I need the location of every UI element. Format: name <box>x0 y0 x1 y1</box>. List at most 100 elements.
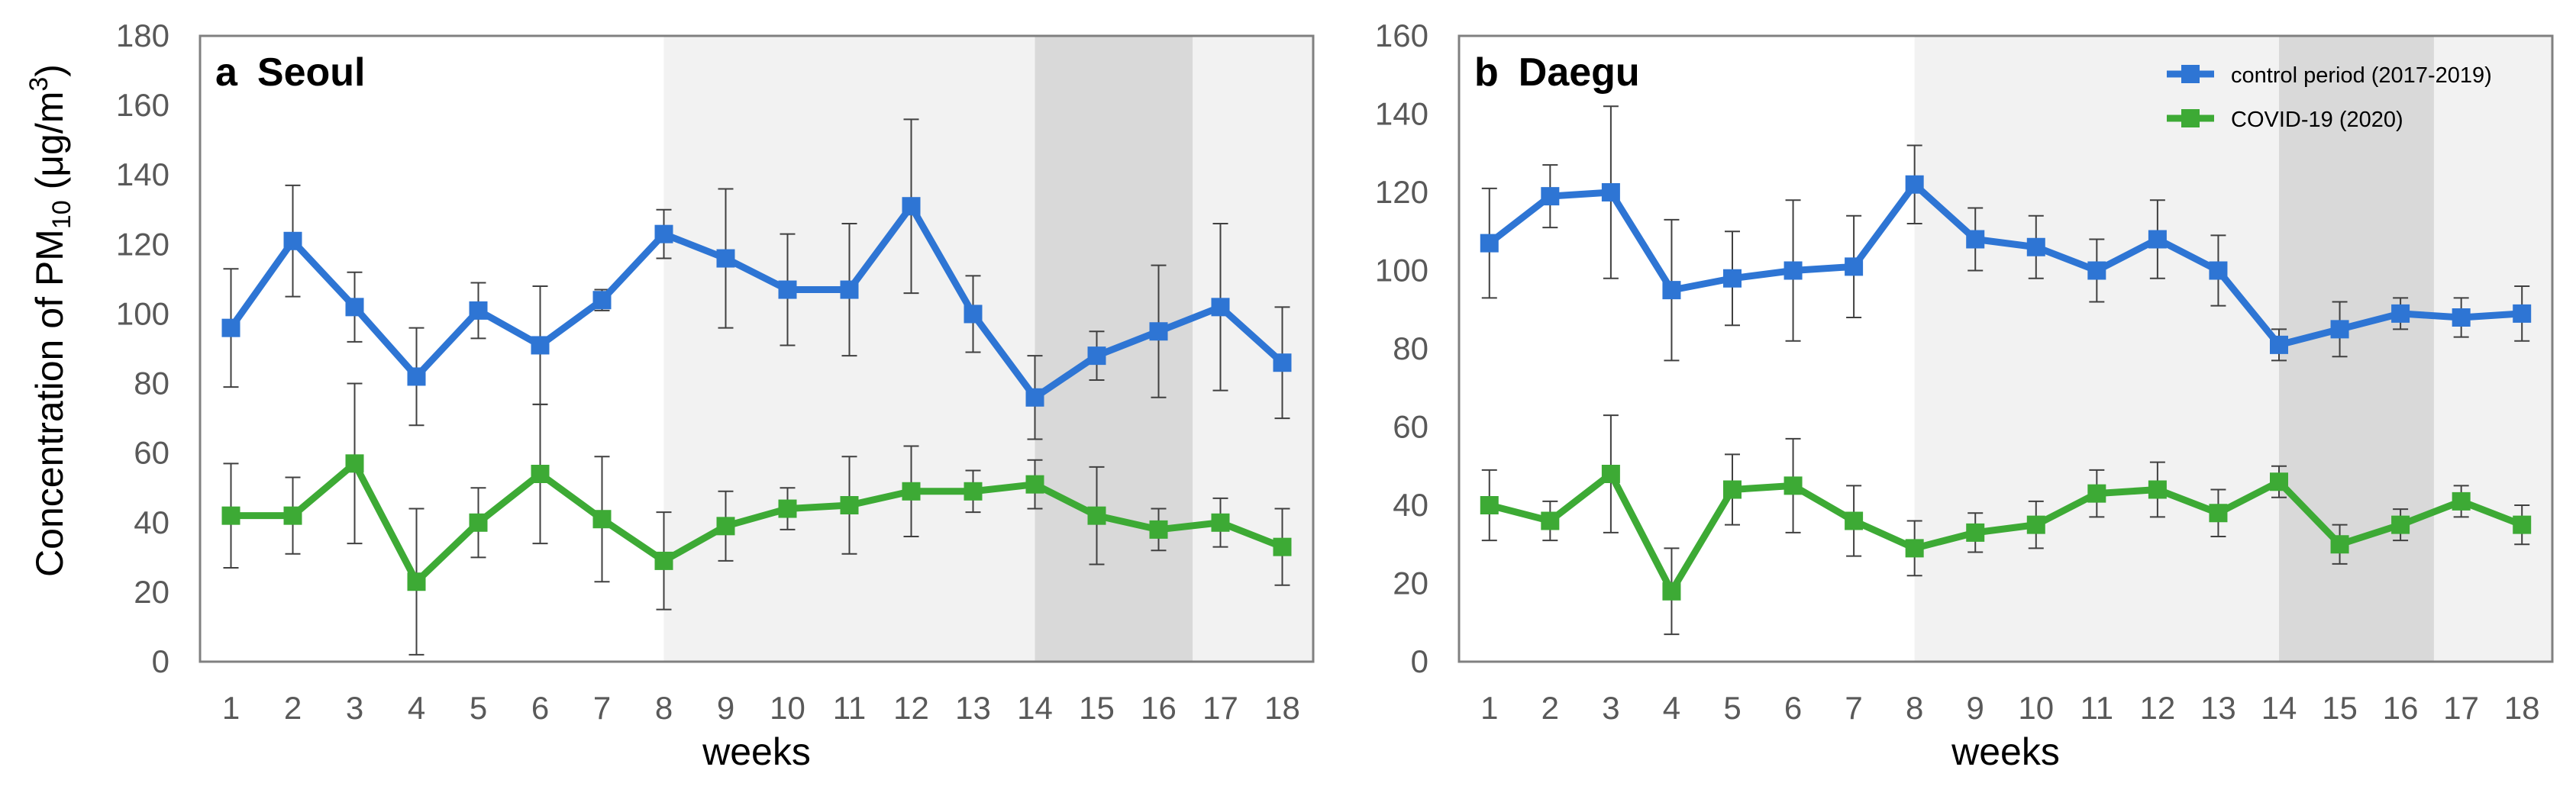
shade-region-light <box>1914 36 2552 662</box>
y-tick-label: 60 <box>134 435 169 471</box>
data-point <box>2452 491 2471 511</box>
x-tick-label: 7 <box>1845 690 1862 726</box>
data-point <box>716 249 735 268</box>
y-axis-title-mid: (μg/m <box>28 92 71 201</box>
y-tick-label: 20 <box>134 574 169 610</box>
data-point <box>2452 308 2471 327</box>
x-tick-label: 9 <box>1967 690 1984 726</box>
x-tick-label: 8 <box>655 690 673 726</box>
panel-label: b Daegu <box>1474 50 1640 95</box>
data-point <box>1784 476 1803 495</box>
data-point <box>964 482 983 501</box>
data-point <box>592 510 612 529</box>
x-tick-label: 8 <box>1906 690 1923 726</box>
data-point <box>531 336 550 355</box>
y-tick-label: 120 <box>1375 174 1428 210</box>
x-tick-label: 3 <box>1602 690 1619 726</box>
data-point <box>2148 480 2167 499</box>
x-tick-label: 5 <box>470 690 487 726</box>
x-tick-label: 11 <box>2080 690 2114 726</box>
x-tick-label: 13 <box>955 690 991 726</box>
x-tick-label: 1 <box>1480 690 1498 726</box>
x-tick-label: 15 <box>1079 690 1115 726</box>
data-point <box>840 496 859 514</box>
y-tick-label: 0 <box>1411 643 1428 679</box>
data-point <box>1905 175 1924 194</box>
data-point <box>469 513 488 532</box>
data-point <box>2026 515 2045 534</box>
data-point <box>1784 261 1803 280</box>
data-point <box>1662 281 1681 300</box>
series-control <box>1480 105 2532 362</box>
data-point <box>1845 511 1864 530</box>
data-point <box>1845 257 1864 276</box>
x-tick-label: 17 <box>1202 690 1238 726</box>
x-tick-label: 17 <box>2443 690 2479 726</box>
data-point <box>1480 234 1499 253</box>
x-tick-label: 18 <box>1264 690 1300 726</box>
series-line <box>1487 181 2523 349</box>
data-point <box>1025 388 1044 407</box>
data-point <box>778 499 797 518</box>
legend-covid-label: COVID-19 (2020) <box>2231 108 2403 132</box>
y-axis-title: Concentration of PM10 (μg/m3) <box>24 64 76 577</box>
data-point <box>1723 480 1742 499</box>
data-point <box>1541 511 1560 530</box>
y-tick-label: 160 <box>116 87 169 123</box>
x-tick-label: 4 <box>1663 690 1680 726</box>
data-point <box>2087 484 2106 503</box>
x-tick-label: 3 <box>346 690 363 726</box>
data-point <box>469 301 488 320</box>
y-axis-title-suffix: ) <box>28 64 71 77</box>
x-tick-label: 15 <box>2322 690 2358 726</box>
data-point <box>1273 353 1292 372</box>
x-tick-label: 14 <box>2261 690 2297 726</box>
data-point <box>1723 269 1742 288</box>
data-point <box>283 231 302 250</box>
data-point <box>2513 304 2532 323</box>
data-point <box>221 506 240 525</box>
data-point <box>2513 515 2532 534</box>
data-point <box>221 318 240 337</box>
data-point <box>2270 472 2288 491</box>
data-point <box>2330 535 2349 554</box>
data-point <box>1905 539 1924 558</box>
data-point <box>902 482 921 501</box>
series-control <box>221 118 1292 440</box>
y-tick-label: 100 <box>1375 253 1428 288</box>
data-point <box>407 367 426 386</box>
data-point <box>592 291 612 310</box>
y-axis-title-prefix: Concentration of PM <box>28 229 71 577</box>
panel-title: Daegu <box>1519 50 1640 95</box>
x-tick-label: 2 <box>1541 690 1559 726</box>
data-point <box>1966 230 1985 249</box>
y-tick-label: 20 <box>1393 566 1428 601</box>
y-axis-title-sub: 10 <box>47 200 76 229</box>
y-tick-label: 0 <box>152 643 169 679</box>
data-point <box>654 551 673 570</box>
data-point <box>283 506 302 525</box>
data-point <box>1601 465 1620 483</box>
shade-region-dark <box>2279 36 2434 662</box>
series-covid <box>1480 414 2532 636</box>
x-tick-label: 5 <box>1723 690 1741 726</box>
x-tick-label: 16 <box>1141 690 1177 726</box>
series-line <box>231 459 1284 585</box>
y-tick-label: 40 <box>134 504 169 540</box>
data-point <box>345 298 364 317</box>
plot-frame <box>1457 34 2554 663</box>
data-point <box>2026 237 2045 256</box>
data-point <box>1541 187 1560 206</box>
data-point <box>1480 496 1499 514</box>
y-tick-label: 140 <box>1375 96 1428 132</box>
y-tick-label: 140 <box>116 156 169 192</box>
x-tick-label: 2 <box>284 690 302 726</box>
data-point <box>407 572 426 591</box>
y-tick-label: 120 <box>116 226 169 262</box>
y-axis-title-sup: 3 <box>24 77 53 92</box>
data-point <box>1273 537 1292 556</box>
y-tick-label: 100 <box>116 295 169 331</box>
x-tick-label: 7 <box>593 690 611 726</box>
